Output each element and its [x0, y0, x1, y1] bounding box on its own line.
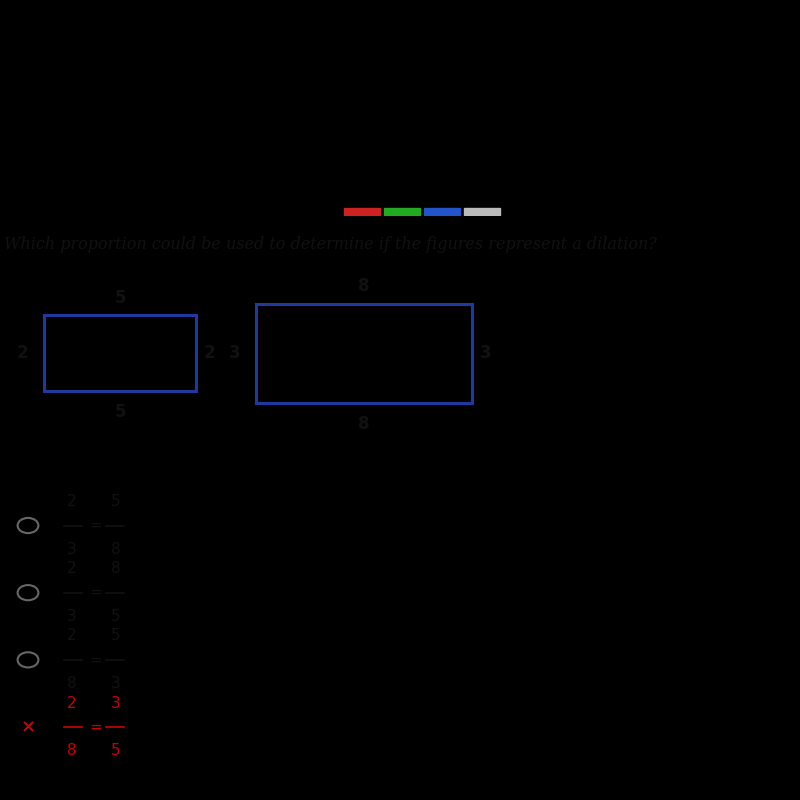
Text: =: = [90, 652, 102, 667]
Text: 8: 8 [67, 676, 77, 691]
Text: =: = [90, 518, 102, 533]
Text: 2: 2 [67, 629, 77, 643]
Text: 8: 8 [111, 542, 121, 557]
Text: 2: 2 [67, 562, 77, 576]
Text: 5: 5 [111, 609, 121, 624]
Text: 2: 2 [16, 344, 28, 362]
Text: 3: 3 [228, 344, 240, 362]
Text: 2: 2 [67, 494, 77, 509]
Bar [384, 207, 420, 214]
Text: =: = [90, 585, 102, 600]
Text: 3: 3 [111, 676, 121, 691]
Text: 8: 8 [358, 277, 370, 295]
Text: 5: 5 [114, 289, 126, 306]
Text: 5: 5 [111, 629, 121, 643]
Bar [464, 207, 500, 214]
Bar [44, 315, 196, 391]
Text: 8: 8 [358, 414, 370, 433]
Text: 2: 2 [67, 696, 77, 710]
Text: 3: 3 [67, 542, 77, 557]
Text: 2: 2 [204, 344, 216, 362]
Text: 5: 5 [111, 494, 121, 509]
Text: 3: 3 [67, 609, 77, 624]
Bar [344, 207, 380, 214]
Text: 8: 8 [111, 562, 121, 576]
Text: 5: 5 [111, 743, 121, 758]
Text: 8: 8 [67, 743, 77, 758]
Text: 3: 3 [111, 696, 121, 710]
Bar [256, 303, 472, 403]
Text: ×: × [21, 718, 35, 736]
Text: 5: 5 [114, 403, 126, 421]
Text: =: = [90, 719, 102, 734]
Bar [424, 207, 460, 214]
Text: Which proportion could be used to determine if the figures represent a dilation?: Which proportion could be used to determ… [4, 237, 657, 254]
Text: 3: 3 [480, 344, 492, 362]
